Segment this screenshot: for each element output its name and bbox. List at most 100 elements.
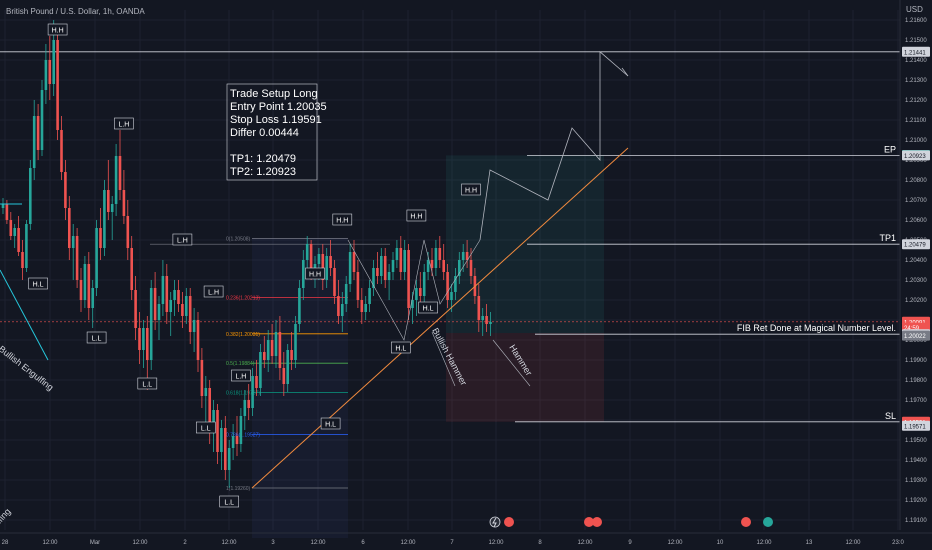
candle-body [56,40,59,130]
structure-label-box [28,277,48,290]
candle [380,248,383,284]
candle [251,368,254,416]
price-badge-box [902,46,930,57]
candle-body [341,304,344,316]
symbol-title: British Pound / U.S. Dollar, 1h, OANDA [6,7,145,16]
candle [368,280,371,312]
candle-body [239,416,243,444]
candle-body [309,244,313,272]
candle [454,268,457,300]
candle [372,260,375,296]
candle-body [200,360,204,396]
price-tick-label: 1.19500 [905,438,927,444]
level-label: FIB Ret Done at Magical Number Level. [737,323,896,333]
candle-body [376,268,379,276]
time-tick-label: 3 [271,540,275,546]
candle [259,344,262,396]
time-tick-label: 8 [538,540,542,546]
candle-body [157,304,161,320]
time-tick-label: 13 [806,540,813,546]
candle-body [348,252,352,284]
price-badge: 1.20022 [902,330,930,341]
candle [274,320,278,368]
candle-body [114,156,118,204]
candle-body [17,228,20,252]
structure-label: H.L [28,277,48,290]
fib-level-label: 0.5(1.19884) [226,361,255,367]
structure-label-text: L.L [142,382,152,389]
structure-label-text: H.L [395,346,406,353]
price-badge-text: 1.21441 [904,50,926,56]
calendar-flag-icon[interactable] [741,517,751,527]
candle-body [118,156,122,190]
candle [391,252,395,280]
setup-note-line: Stop Loss 1.19591 [230,114,322,126]
candle-body [270,340,274,356]
calendar-flag-icon[interactable] [592,517,602,527]
lightning-icon-glyph [492,517,497,528]
projection-arrowhead [621,67,629,77]
candle [188,288,192,344]
candle-body [36,116,40,150]
structure-label-text: L.H [208,290,219,297]
price-badge: 1.19571 [902,420,930,431]
candle-body [107,190,110,212]
candle [122,170,126,224]
candle-body [380,256,383,276]
candle [360,288,364,324]
setup-note-line: Trade Setup Long [230,88,318,100]
candle [341,292,344,332]
candle-body [75,236,79,280]
structure-label-text: H.H [52,28,64,35]
candle-body [21,252,24,268]
calendar-flag-icon[interactable] [763,517,773,527]
time-tick-label: 12:00 [221,540,237,546]
candle-body [360,300,364,312]
candle-body [177,290,180,304]
candle [422,264,426,304]
structure-label-box [332,213,353,226]
candle [224,416,227,480]
pattern-trendline [0,269,49,361]
candle [329,240,332,276]
candle-body [321,254,325,280]
candle-body [122,190,126,216]
candle [489,312,492,336]
candle [200,348,204,408]
candle [305,236,309,272]
candle [161,260,165,316]
candle [99,208,102,260]
candle [13,224,16,248]
candle [352,240,356,280]
candle [399,236,403,280]
candle [134,276,137,340]
candle [60,116,63,180]
structure-label: L.H [114,117,134,130]
price-badge-box [902,420,930,431]
candle-body [185,296,188,316]
candle-body [44,60,48,90]
candle [68,196,71,260]
candle-body [52,40,55,84]
price-badge: 1.20479 [902,239,930,250]
candle-body [391,260,395,272]
time-tick-label: 6 [361,540,365,546]
time-tick-label: 23:0 [892,540,904,546]
candle-body [259,352,262,388]
structure-label: H.L [418,301,438,314]
candle-body [469,260,473,276]
candle [169,292,172,336]
candle [192,308,196,352]
structure-label-box [320,417,341,430]
structure-label-box [305,267,325,280]
candle [40,80,44,156]
calendar-flag-icon[interactable] [584,517,594,527]
candle [173,280,176,316]
fib-level-label: 1(1.19260) [226,486,251,492]
candle [278,316,282,380]
lightning-icon[interactable] [489,516,501,528]
candle [138,312,141,364]
candle-body [403,250,406,272]
calendar-flag-icon[interactable] [504,517,514,527]
